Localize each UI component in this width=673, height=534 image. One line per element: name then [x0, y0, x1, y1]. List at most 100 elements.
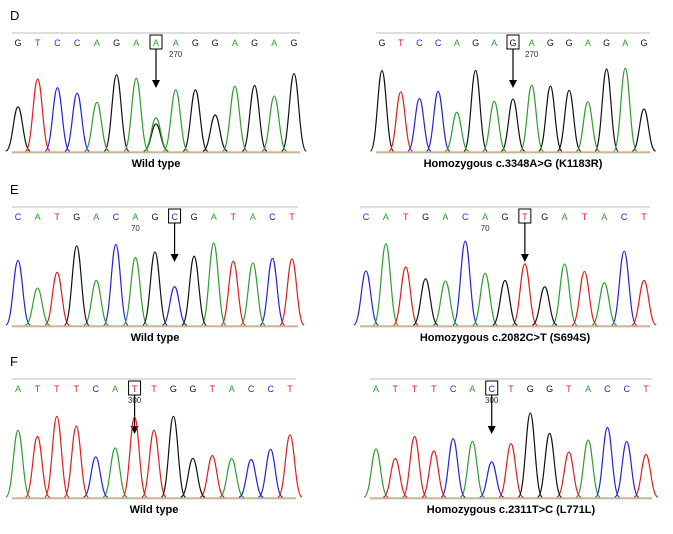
base-letter: G	[212, 38, 219, 48]
trace-C	[5, 243, 286, 326]
base-letter: A	[601, 212, 607, 222]
base-letter: A	[173, 38, 179, 48]
base-letter: C	[604, 384, 611, 394]
row-label: E	[10, 182, 19, 197]
base-letter: T	[582, 212, 588, 222]
base-letter: C	[623, 384, 630, 394]
base-letter: A	[153, 38, 159, 48]
base-letter: A	[562, 212, 568, 222]
arrow-head	[170, 254, 179, 262]
base-letter: C	[267, 384, 274, 394]
base-letter: G	[189, 384, 196, 394]
trace-A	[84, 77, 288, 152]
base-letter: T	[210, 384, 216, 394]
trace-C	[44, 87, 90, 152]
base-letter: G	[547, 38, 554, 48]
base-letter: T	[566, 384, 572, 394]
base-letter: C	[450, 384, 457, 394]
base-letter: C	[248, 384, 255, 394]
base-letter: T	[508, 384, 514, 394]
base-letter: C	[462, 212, 469, 222]
trace-T	[382, 435, 659, 498]
base-letter: A	[469, 384, 475, 394]
base-letter: A	[482, 212, 488, 222]
trace-G	[5, 72, 307, 152]
arrow-head	[487, 426, 496, 434]
base-letter: G	[541, 212, 548, 222]
base-letter: G	[378, 38, 385, 48]
base-letter: T	[231, 212, 237, 222]
trace-C	[83, 448, 284, 498]
base-letter: A	[132, 212, 138, 222]
base-letter: G	[290, 38, 297, 48]
base-letter: T	[287, 384, 293, 394]
base-letter: T	[151, 384, 157, 394]
base-letter: T	[398, 38, 404, 48]
base-letter: G	[192, 38, 199, 48]
panel-caption: Wild type	[132, 158, 181, 170]
trace-C	[407, 90, 451, 152]
trace-T	[44, 258, 305, 326]
panel-caption: Homozygous c.2311T>C (L771L)	[427, 504, 596, 516]
trace-A	[5, 429, 245, 498]
base-letter: C	[171, 212, 178, 222]
base-letter: A	[15, 384, 21, 394]
base-letter: A	[271, 38, 277, 48]
base-letter: T	[35, 38, 41, 48]
base-letter: A	[94, 38, 100, 48]
base-letter: A	[491, 38, 497, 48]
base-letter: A	[585, 384, 591, 394]
base-letter: A	[35, 212, 41, 222]
row-label: D	[10, 8, 19, 23]
base-letter: G	[603, 38, 610, 48]
base-letter: G	[151, 212, 158, 222]
trace-G	[64, 245, 207, 326]
base-letter: C	[15, 212, 22, 222]
trace-T	[388, 91, 413, 152]
base-letter: A	[112, 384, 118, 394]
base-letter: C	[269, 212, 276, 222]
base-letter: C	[54, 38, 61, 48]
base-letter: G	[14, 38, 21, 48]
base-letter: A	[454, 38, 460, 48]
trace-A	[25, 242, 266, 326]
position-label: 270	[169, 50, 183, 59]
chromatogram-panel: G T C C A G A G A G G A G A G 270 Homozygous c.3348A>G (…	[369, 32, 657, 170]
base-letter: C	[488, 384, 495, 394]
base-letter: A	[93, 212, 99, 222]
position-label: 270	[525, 50, 539, 59]
base-letter: A	[529, 38, 535, 48]
row-label: F	[10, 354, 18, 369]
base-letter: T	[643, 384, 649, 394]
base-letter: T	[412, 384, 418, 394]
base-letter: A	[373, 384, 379, 394]
base-letter: G	[73, 212, 80, 222]
base-letter: G	[509, 38, 516, 48]
base-letter: C	[363, 212, 370, 222]
base-letter: A	[250, 212, 256, 222]
base-letter: T	[393, 384, 399, 394]
chromatogram-panel: G T C C A G A A A G G A G A G 270 Wild type	[5, 32, 307, 170]
base-letter: G	[191, 212, 198, 222]
base-letter: G	[113, 38, 120, 48]
base-letter: C	[416, 38, 423, 48]
trace-A	[444, 67, 638, 152]
base-letter: G	[251, 38, 258, 48]
trace-T	[24, 415, 303, 498]
base-letter: G	[422, 212, 429, 222]
base-letter: G	[640, 38, 647, 48]
base-letter: G	[501, 212, 508, 222]
base-letter: A	[211, 212, 217, 222]
base-letter: T	[74, 384, 80, 394]
chromatogram-panel: ATTTCATTGGTACCT300Wild type	[5, 378, 303, 516]
panel-caption: Homozygous c.3348A>G (K1183R)	[424, 158, 603, 170]
base-letter: A	[585, 38, 591, 48]
base-letter: A	[442, 212, 448, 222]
base-letter: T	[522, 212, 528, 222]
base-letter: T	[54, 212, 60, 222]
base-letter: A	[232, 38, 238, 48]
base-letter: C	[621, 212, 628, 222]
panel-caption: Wild type	[131, 332, 180, 344]
trace-C	[440, 426, 640, 498]
